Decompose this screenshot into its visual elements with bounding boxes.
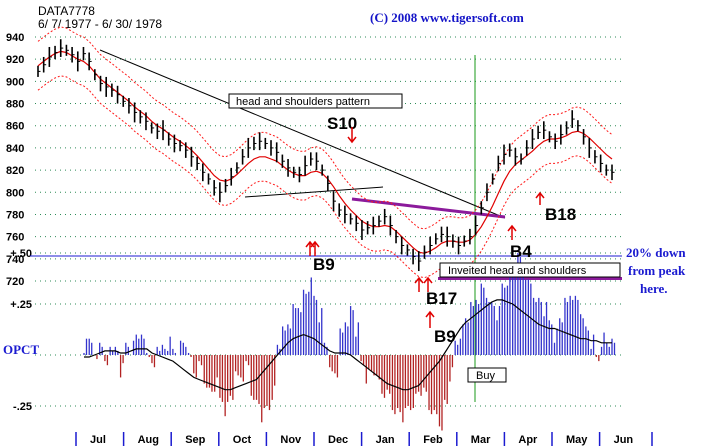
signal-b4: B4 bbox=[510, 242, 532, 261]
ticker-label: DATA7778 bbox=[38, 4, 95, 18]
arrow-b17-b bbox=[423, 276, 433, 292]
month-label: Nov bbox=[280, 434, 302, 446]
opct-tick-label: +.50 bbox=[10, 248, 32, 260]
price-tick-label: 880 bbox=[6, 99, 24, 111]
moving-average bbox=[37, 50, 613, 254]
month-label: Feb bbox=[423, 434, 443, 446]
month-ticks: Jul Aug Sep Oct Nov Dec Jan Feb Mar Apr May Jun bbox=[75, 432, 653, 446]
price-tick-label: 720 bbox=[6, 276, 24, 288]
price-tick-label: 940 bbox=[6, 32, 24, 44]
upper-band bbox=[37, 26, 613, 230]
opct-y-ticks: +.50+.25-.25-.50 bbox=[10, 248, 32, 413]
inv-hs-label: Inveited head and shoulders bbox=[448, 265, 587, 277]
opct-line bbox=[84, 299, 612, 391]
buy-box bbox=[467, 367, 507, 383]
arrow-b9-dec-b bbox=[310, 240, 320, 256]
month-label: Apr bbox=[518, 434, 538, 446]
price-tick-label: 920 bbox=[6, 54, 24, 66]
arrow-b9-feb bbox=[425, 310, 435, 328]
price-tick-label: 800 bbox=[6, 187, 24, 199]
note-line-1: 20% down bbox=[626, 245, 686, 260]
inverted-hs-underline bbox=[438, 277, 622, 280]
month-label: Jul bbox=[90, 434, 106, 446]
month-label: Dec bbox=[328, 434, 348, 446]
price-tick-label: 820 bbox=[6, 165, 24, 177]
date-range-label: 6/ 7/ 1977 - 6/ 30/ 1978 bbox=[38, 17, 162, 31]
month-label: May bbox=[566, 434, 588, 446]
signal-arrows bbox=[305, 127, 545, 328]
price-tick-label: 860 bbox=[6, 121, 24, 133]
price-tick-label: 840 bbox=[6, 143, 24, 155]
signal-s10: S10 bbox=[327, 114, 357, 133]
opct-ma-line bbox=[84, 299, 612, 391]
hs-pattern-box bbox=[228, 93, 403, 109]
signal-b9-dec: B9 bbox=[313, 255, 335, 274]
signal-b18: B18 bbox=[545, 205, 576, 224]
neckline-top bbox=[244, 186, 384, 198]
arrow-s10 bbox=[347, 127, 357, 144]
arrow-b18 bbox=[535, 191, 545, 205]
price-tick-label: 780 bbox=[6, 209, 24, 221]
arrow-b17-a bbox=[414, 276, 424, 292]
arrow-b4 bbox=[507, 224, 517, 240]
opct-tick-label: -.25 bbox=[13, 401, 32, 413]
month-label: Sep bbox=[185, 434, 205, 446]
hs-pattern-label: head and shoulders pattern bbox=[236, 96, 370, 108]
bollinger-bands bbox=[37, 26, 613, 279]
price-tick-label: 740 bbox=[6, 254, 24, 266]
month-label: Jun bbox=[614, 434, 634, 446]
price-tick-label: 900 bbox=[6, 76, 24, 88]
month-label: Oct bbox=[233, 434, 252, 446]
opct-tick-label: +.25 bbox=[10, 299, 32, 311]
opct-axis-label: OPCT bbox=[3, 342, 39, 357]
ma-line bbox=[37, 50, 613, 254]
month-label: Jan bbox=[376, 434, 395, 446]
month-label: Mar bbox=[471, 434, 491, 446]
copyright-label: (C) 2008 www.tigersoft.com bbox=[370, 10, 524, 25]
signal-b17: B17 bbox=[426, 289, 457, 308]
downtrend-line bbox=[99, 49, 506, 219]
month-label: Aug bbox=[138, 434, 159, 446]
price-tick-label: 760 bbox=[6, 232, 24, 244]
opct-bars bbox=[83, 253, 616, 431]
buy-label: Buy bbox=[476, 370, 495, 382]
note-line-2: from peak bbox=[628, 263, 686, 278]
neckline-inverted bbox=[351, 197, 506, 219]
price-grid bbox=[35, 36, 622, 282]
price-bars bbox=[37, 39, 615, 272]
note-line-3: here. bbox=[640, 281, 668, 296]
price-y-ticks: 940 920 900 880 860 840 820 800 780 760 740 720 bbox=[6, 32, 24, 288]
inv-hs-box bbox=[439, 262, 621, 278]
signal-b9-feb: B9 bbox=[434, 327, 456, 346]
